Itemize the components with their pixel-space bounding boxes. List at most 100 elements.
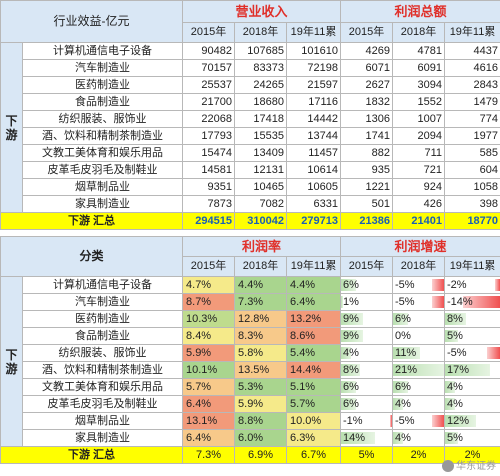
value-cell: 7873	[182, 195, 235, 213]
growth-bar-cell: 4%	[340, 344, 394, 362]
growth-data-bar	[341, 330, 363, 342]
value-cell: 15535	[234, 127, 287, 145]
growth-data-bar	[341, 432, 375, 444]
profit-group-header: 利润总额	[340, 0, 500, 23]
value-cell: 2094	[392, 127, 446, 145]
value-cell: 1007	[392, 110, 446, 128]
table-row: 烟草制品业 13.1% 8.8% 10.0% -1% -5% 12%	[1, 412, 500, 430]
growth-value: 4%	[395, 397, 411, 410]
growth-bar-cell: -5%	[392, 412, 446, 430]
value-cell: 14581	[182, 161, 235, 179]
value-cell: 6331	[285, 195, 342, 213]
growth-bar-cell: 6%	[392, 310, 446, 328]
value-cell: 1058	[444, 178, 500, 196]
growth-data-bar	[445, 364, 490, 376]
total-value: 5%	[340, 446, 394, 464]
growth-data-bar	[341, 364, 361, 376]
watermark: 华东证券	[442, 457, 496, 472]
growth-group-header: 利润增速	[340, 236, 500, 257]
growth-data-bar	[445, 381, 456, 393]
year-header: 19年11累	[444, 22, 500, 43]
value-cell: 1479	[444, 93, 500, 111]
growth-value: -5%	[395, 414, 415, 427]
growth-data-bar	[445, 313, 466, 325]
table-row: 医药制造业 25537 24265 21597 2627 3094 2843	[1, 76, 500, 94]
industry-name: 烟草制品业	[21, 412, 184, 430]
value-cell: 25537	[182, 76, 235, 94]
margin-heat-cell: 5.9%	[182, 344, 236, 362]
value-cell: 12131	[234, 161, 287, 179]
margin-heat-cell: 4.7%	[182, 276, 236, 294]
value-cell: 13409	[234, 144, 287, 162]
growth-value: -5%	[447, 346, 467, 359]
value-cell: 17793	[182, 127, 235, 145]
margin-heat-cell: 8.4%	[182, 327, 236, 345]
year-header: 2018年	[234, 22, 287, 43]
margin-heat-cell: 5.7%	[286, 395, 342, 413]
value-cell: 882	[340, 144, 394, 162]
growth-value: 11%	[395, 346, 417, 359]
value-cell: 24265	[234, 76, 287, 94]
growth-bar-cell: -5%	[392, 276, 446, 294]
margin-heat-cell: 10.1%	[182, 361, 236, 379]
table-row: 医药制造业 10.3% 12.8% 13.2% 9% 6% 8%	[1, 310, 500, 328]
growth-value: 14%	[343, 431, 366, 444]
total-value: 6.7%	[286, 446, 342, 464]
growth-data-bar	[393, 381, 408, 393]
section-side-label: 下 游	[0, 276, 23, 447]
margin-heat-cell: 8.8%	[234, 412, 288, 430]
growth-data-bar	[341, 398, 356, 410]
year-header: 19年11累	[444, 256, 500, 277]
growth-value: -14%	[447, 295, 473, 308]
growth-data-bar	[445, 398, 456, 410]
value-cell: 10605	[285, 178, 342, 196]
growth-bar-cell: 5%	[444, 429, 500, 447]
total-value: 7.3%	[182, 446, 236, 464]
industry-name: 家具制造业	[21, 429, 184, 447]
margin-heat-cell: 14.4%	[286, 361, 342, 379]
industry-name: 医药制造业	[22, 76, 183, 94]
industry-name: 家具制造业	[22, 195, 183, 213]
margin-heat-cell: 13.2%	[286, 310, 342, 328]
watermark-text: 华东证券	[456, 460, 496, 472]
value-cell: 4616	[444, 59, 500, 77]
value-cell: 2843	[444, 76, 500, 94]
industry-name: 皮革毛皮羽毛及制鞋业	[21, 395, 184, 413]
margin-heat-cell: 6.4%	[182, 395, 236, 413]
growth-data-bar	[389, 415, 392, 427]
industry-benefit-table: 行业效益-亿元 营业收入 利润总额 2015年 2018年 19年11累 201…	[0, 0, 500, 230]
industry-name: 汽车制造业	[21, 293, 184, 311]
total-label: 下游 汇总	[0, 212, 183, 230]
growth-bar-cell: -5%	[444, 344, 500, 362]
growth-data-bar	[494, 279, 500, 291]
growth-data-bar	[393, 364, 444, 376]
table-row: 下 游计算机通信电子设备 90482 107685 101610 4269 4781 443…	[0, 42, 500, 213]
value-cell: 17116	[285, 93, 342, 111]
year-header: 2018年	[392, 256, 446, 277]
value-cell: 426	[392, 195, 446, 213]
value-cell: 711	[392, 144, 446, 162]
growth-value: 5%	[447, 431, 463, 444]
growth-value: -2%	[447, 278, 467, 291]
growth-bar-cell: 14%	[340, 429, 394, 447]
industry-name: 纺织服装、服饰业	[22, 110, 183, 128]
table-row: 食品制造业 8.4% 8.3% 8.6% 9% 0% 5%	[1, 327, 500, 345]
growth-bar-cell: 4%	[392, 429, 446, 447]
value-cell: 7082	[234, 195, 287, 213]
value-cell: 90482	[182, 42, 235, 60]
value-cell: 18680	[234, 93, 287, 111]
margin-heat-cell: 4.4%	[234, 276, 288, 294]
growth-bar-cell: 11%	[392, 344, 446, 362]
value-cell: 585	[444, 144, 500, 162]
total-value: 18770	[444, 212, 500, 230]
total-row: 下游 汇总 7.3% 6.9% 6.7% 5% 2% 2%	[0, 446, 500, 464]
value-cell: 924	[392, 178, 446, 196]
value-cell: 4781	[392, 42, 446, 60]
growth-data-bar	[431, 279, 444, 291]
value-cell: 15474	[182, 144, 235, 162]
margin-heat-cell: 10.0%	[286, 412, 342, 430]
growth-value: 21%	[395, 363, 418, 376]
growth-value: 4%	[447, 380, 463, 393]
value-cell: 107685	[234, 42, 287, 60]
margin-heat-cell: 8.3%	[234, 327, 288, 345]
